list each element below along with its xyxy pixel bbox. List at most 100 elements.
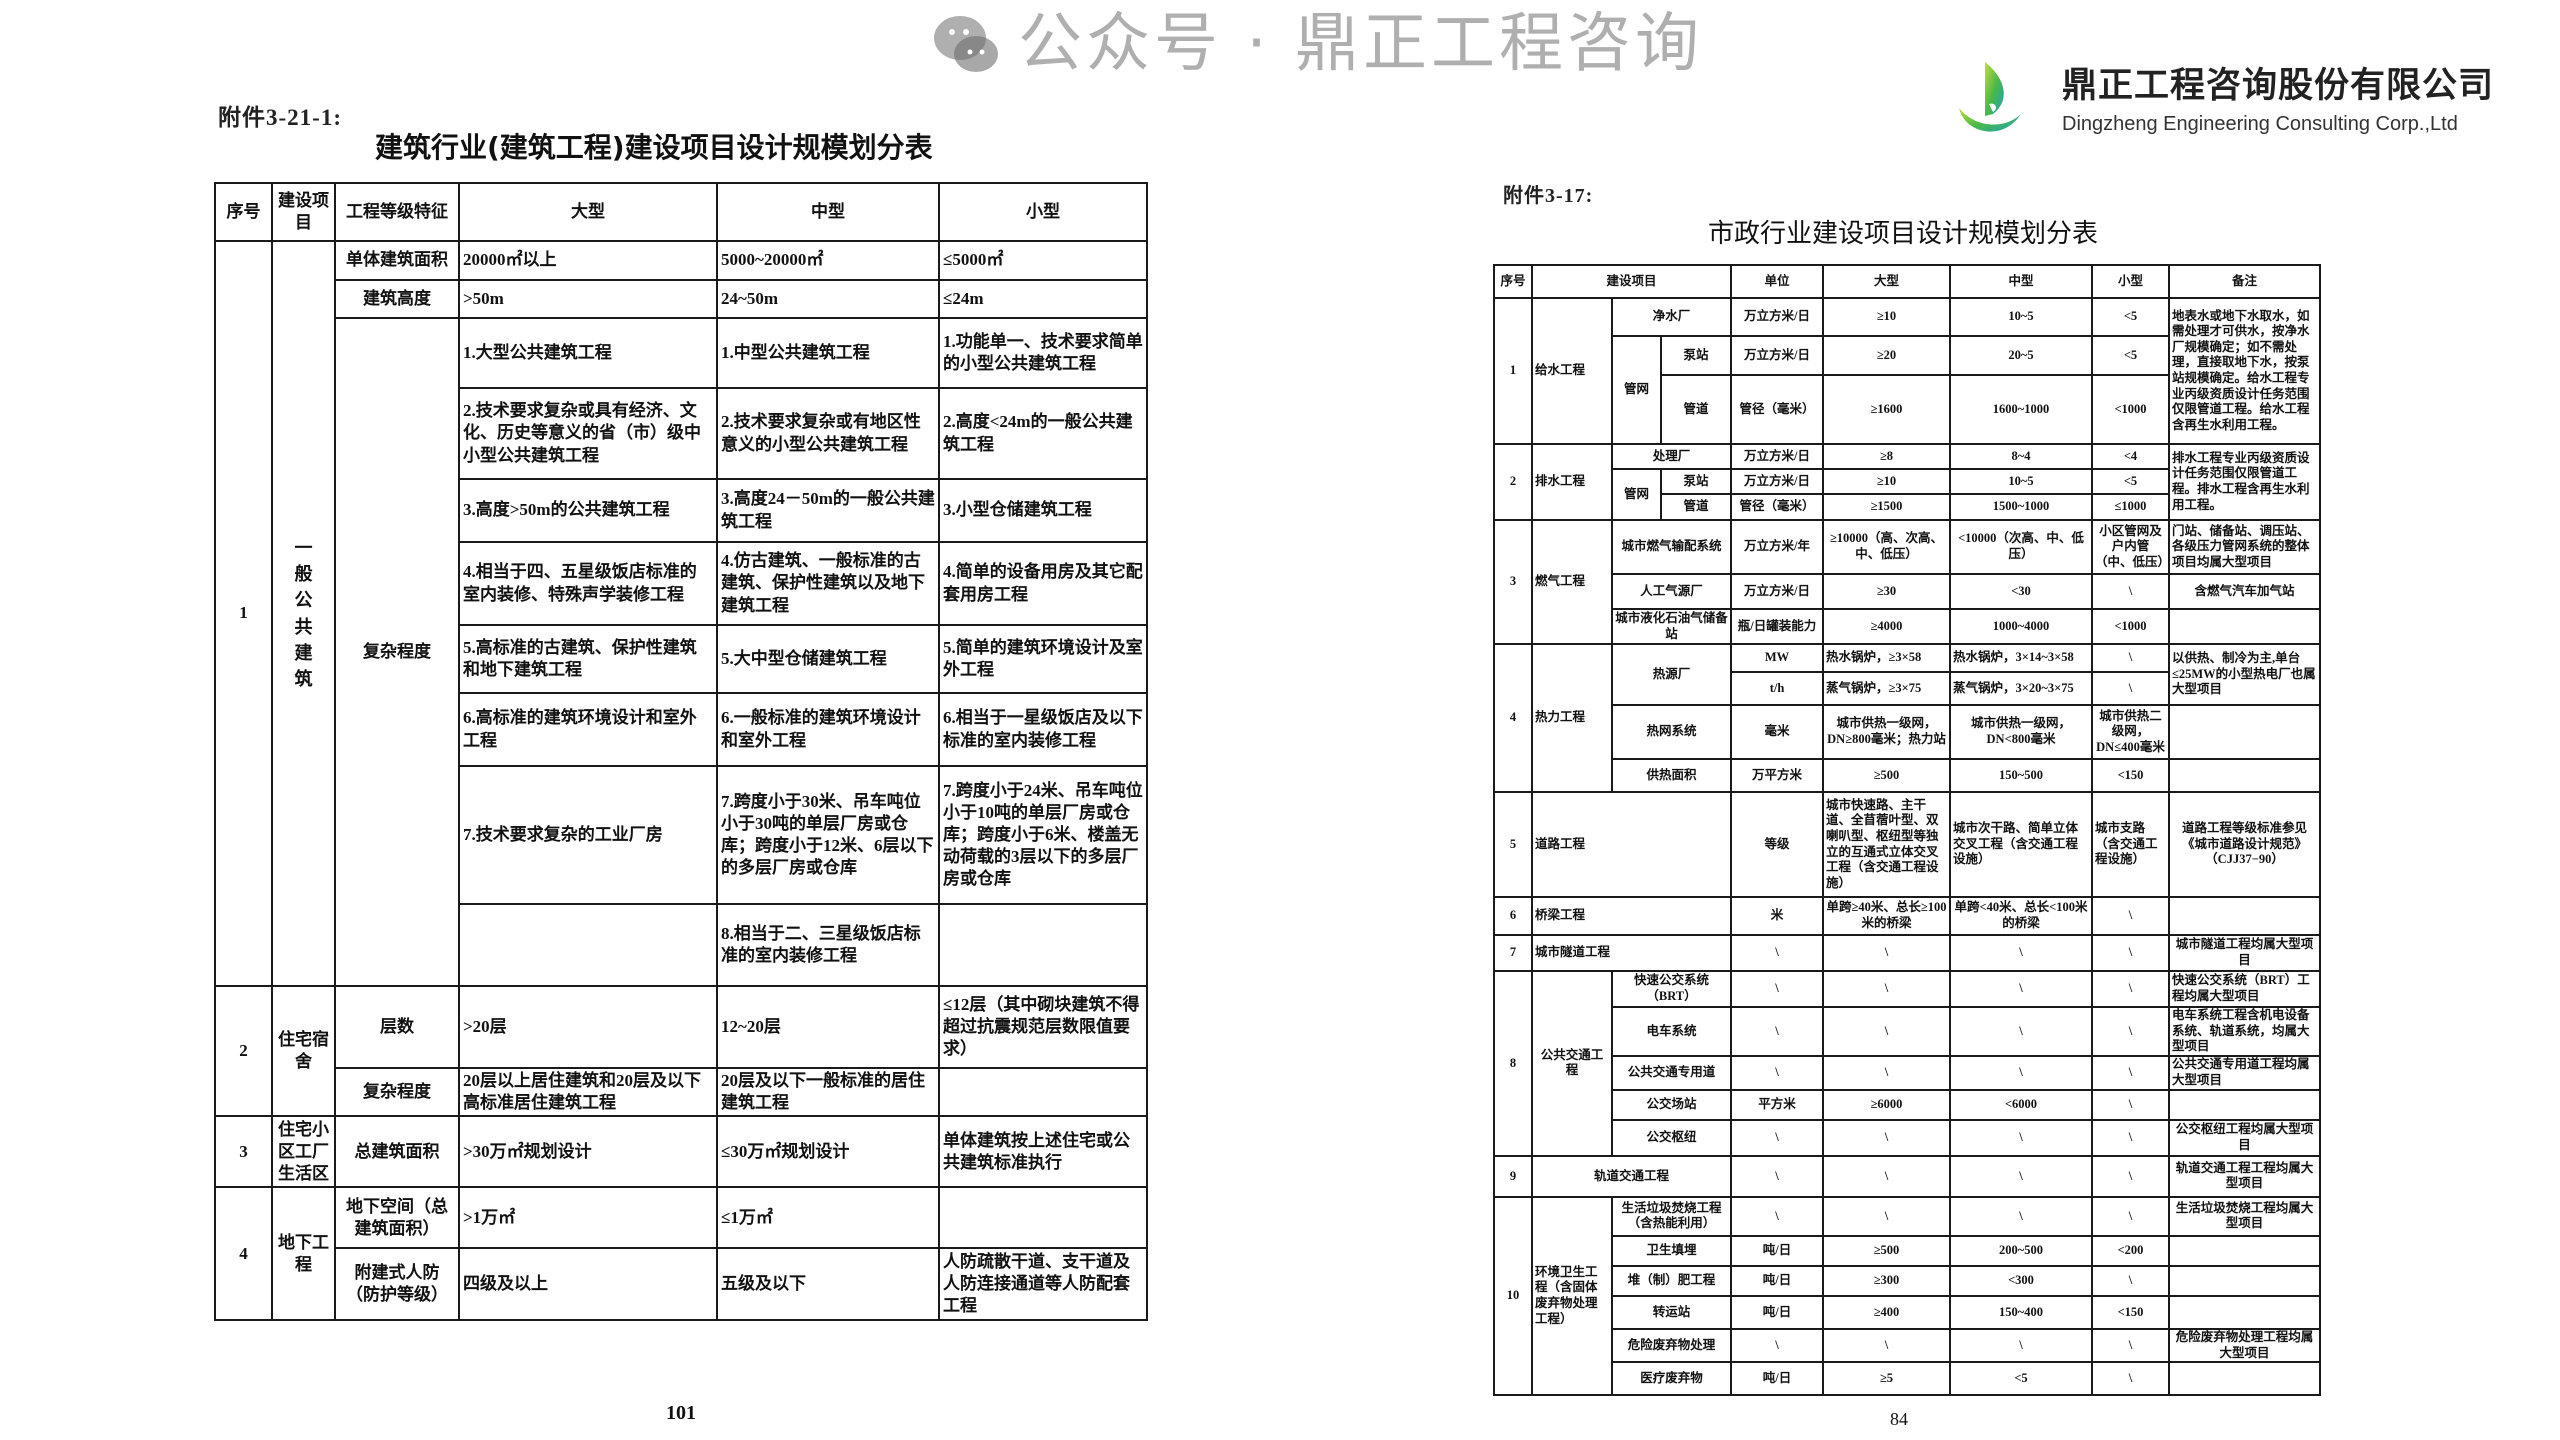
- table-row: 转运站 吨/日 ≥400 150~400 <150: [1494, 1294, 2321, 1330]
- table-cell: 建筑高度: [334, 279, 460, 319]
- table-cell: 处理厂: [1611, 443, 1732, 470]
- header-cell: 序号: [1493, 264, 1533, 299]
- table-cell: 1.大型公共建筑工程: [458, 317, 718, 389]
- table-cell: 1: [214, 240, 273, 987]
- table-cell: 住宅小区工厂生活区: [271, 1115, 336, 1189]
- table-row: 4 地下工程 地下空间（总建筑面积） >1万㎡ ≤1万㎡: [214, 1186, 1148, 1322]
- table-cell: 6.高标准的建筑环境设计和室外工程: [458, 692, 718, 767]
- table-cell: 1.中型公共建筑工程: [716, 317, 940, 389]
- table-cell: \: [1730, 934, 1824, 972]
- table-cell: \: [2091, 1327, 2170, 1364]
- table-cell: ≥500: [1822, 1234, 1951, 1267]
- table-cell: 10: [1493, 1195, 1533, 1397]
- header-cell: 中型: [716, 182, 940, 242]
- table-cell: 万立方米/日: [1730, 443, 1824, 470]
- table-cell: \: [1949, 1006, 2093, 1057]
- table-cell: 给水工程: [1531, 297, 1613, 445]
- table-cell: 5.高标准的古建筑、保护性建筑和地下建筑工程: [458, 624, 718, 694]
- table-cell: \: [2091, 1118, 2170, 1157]
- table-cell: [2168, 758, 2321, 793]
- table-cell: ≥300: [1822, 1264, 1951, 1297]
- table-cell: <150: [2091, 1294, 2170, 1330]
- table-cell: 万立方米/日: [1730, 468, 1824, 495]
- table-cell: 吨/日: [1730, 1234, 1824, 1267]
- table-row: 7.技术要求复杂的工业厂房 7.跨度小于30米、吊车吨位小于30吨的单层厂房或仓库…: [215, 765, 1148, 905]
- table-cell: 10~5: [1949, 297, 2093, 337]
- table-cell: \: [2091, 896, 2170, 936]
- table-cell: ≤30万㎡规划设计: [716, 1115, 940, 1189]
- table-cell: 轨道交通工程: [1531, 1154, 1732, 1198]
- table-cell: \: [1730, 1195, 1824, 1237]
- table-row: 2 排水工程 处理厂 万立方米/日 ≥8 8~4 <4 排水工程专业丙级资质设计任务范围仅限管…: [1493, 443, 2321, 521]
- watermark-text: 公众号 · 鼎正工程咨询: [1018, 7, 1704, 81]
- table-cell: [2168, 1088, 2321, 1121]
- table-cell: \: [1730, 1118, 1824, 1157]
- table-row: 10 环境卫生工程（含固体废弃物处理工程） 生活垃圾焚烧工程（含热能利用） \ \ \ \ 生…: [1493, 1195, 2321, 1397]
- table-cell: 医疗废弃物: [1611, 1361, 1732, 1397]
- table-cell: 3.高度24－50m的一般公共建筑工程: [716, 478, 940, 543]
- table-cell: ≥5: [1822, 1361, 1951, 1397]
- table-cell: 单体建筑面积: [334, 240, 460, 281]
- table-cell: 万平方米: [1730, 758, 1824, 793]
- table-cell: 复杂程度: [334, 317, 460, 987]
- table-cell: 城市隧道工程: [1531, 934, 1732, 972]
- table-cell: ≥500: [1822, 758, 1951, 793]
- table-row: 热网系统 毫米 城市供热一级网，DN≥800毫米；热力站 城市供热一级网，DN<800…: [1494, 704, 2321, 760]
- table-cell: 150~400: [1949, 1294, 2093, 1330]
- table-cell: \: [1949, 1195, 2093, 1237]
- table-cell: \: [2091, 1088, 2170, 1121]
- table-cell: \: [1822, 934, 1951, 972]
- company-logo-icon: [1955, 58, 2035, 142]
- table-cell: 2.技术要求复杂或具有经济、文化、历史等意义的省（市）级中小型公共建筑工程: [458, 387, 718, 480]
- company-name-en: Dingzheng Engineering Consulting Corp.,L…: [2062, 113, 2458, 135]
- table-cell: 附建式人防（防护等级）: [334, 1247, 460, 1322]
- table-cell: 平方米: [1730, 1088, 1824, 1121]
- table-cell: 管径（毫米）: [1730, 374, 1824, 445]
- company-name-cn: 鼎正工程咨询股份有限公司: [2062, 66, 2495, 106]
- table-cell: 危险废弃物处理工程均属大型项目: [2168, 1327, 2321, 1364]
- table-cell: >30万㎡规划设计: [458, 1115, 718, 1189]
- header-cell: 序号: [214, 182, 273, 242]
- table-cell: \: [1822, 1054, 1951, 1091]
- table-cell: 5.简单的建筑环境设计及室外工程: [938, 624, 1148, 694]
- table-cell: \: [1822, 1327, 1951, 1364]
- table-cell: 万立方米/日: [1730, 573, 1824, 610]
- table-cell: 1500~1000: [1949, 493, 2093, 521]
- table-cell: [938, 1066, 1148, 1118]
- table-cell: 2.技术要求复杂或有地区性意义的小型公共建筑工程: [716, 387, 940, 480]
- table-cell: <5: [1949, 1361, 2093, 1397]
- table-cell: 毫米: [1730, 704, 1824, 760]
- table-cell: MW: [1730, 643, 1824, 673]
- table-row: 公交场站 平方米 ≥6000 <6000 \: [1494, 1088, 2321, 1121]
- table-cell: 五级及以下: [716, 1247, 940, 1322]
- table-cell: 3.高度>50m的公共建筑工程: [458, 478, 718, 543]
- table-cell: 8~4: [1949, 443, 2093, 470]
- table-cell: 7.跨度小于24米、吊车吨位小于10吨的单层厂房或仓库；跨度小于6米、楼盖无动荷…: [938, 765, 1148, 905]
- table-cell: 四级及以上: [458, 1247, 718, 1322]
- table-cell: 以供热、制冷为主,单台≤25MW的小型热电厂也属大型项目: [2168, 643, 2321, 706]
- table-cell: 4: [1493, 643, 1533, 793]
- table-cell: 4.仿古建筑、一般标准的古建筑、保护性建筑以及地下建筑工程: [716, 541, 940, 626]
- table-cell: 4: [214, 1186, 273, 1322]
- table-cell: 3: [1493, 519, 1533, 645]
- table-cell: 吨/日: [1730, 1294, 1824, 1330]
- table-cell: \: [1949, 970, 2093, 1008]
- table-cell: ≥6000: [1822, 1088, 1951, 1121]
- table-cell: 城市快速路、主干道、全苜蓿叶型、双喇叭型、枢纽型等独立的互通式立体交叉工程（含交…: [1822, 791, 1951, 898]
- table-cell: 城市支路（含交通工程设施）: [2091, 791, 2170, 898]
- table-cell: 层数: [334, 985, 460, 1069]
- table-cell: <5: [2091, 468, 2170, 495]
- table-row: 附建式人防（防护等级） 四级及以上 五级及以下 人防疏散干道、支干道及人防连接通道等人…: [215, 1247, 1148, 1322]
- table-cell: 公交场站: [1611, 1088, 1732, 1121]
- table-cell: \: [1822, 1154, 1951, 1198]
- table-row: 复杂程度 20层以上居住建筑和20层及以下高标准居住建筑工程 20层及以下一般标准的…: [215, 1066, 1148, 1118]
- table-cell: 等级: [1730, 791, 1824, 898]
- table-cell: 6.一般标准的建筑环境设计和室外工程: [716, 692, 940, 767]
- table-row: 8 公共交通工程 快速公交系统（BRT） \ \ \ \ 快速公交系统（BRT）工程均属大型项…: [1493, 970, 2321, 1157]
- table-cell: <10000（次高、中、低压）: [1949, 519, 2093, 575]
- table-cell: 排水工程: [1531, 443, 1613, 521]
- table-cell: 生活垃圾焚烧工程（含热能利用）: [1611, 1195, 1732, 1237]
- table-cell: 城市隧道工程均属大型项目: [2168, 934, 2321, 972]
- table-cell: \: [1949, 1054, 2093, 1091]
- table-cell: \: [1822, 1195, 1951, 1237]
